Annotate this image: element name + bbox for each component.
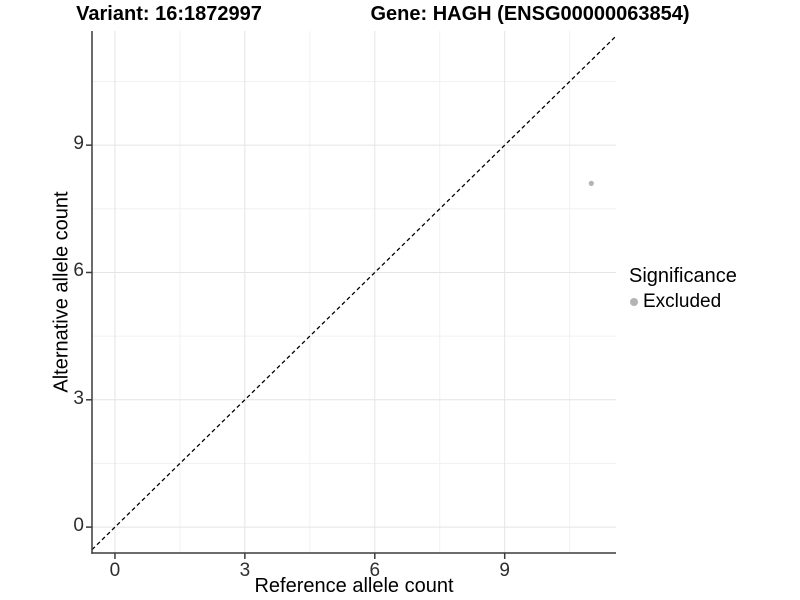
legend: Significance Excluded — [629, 265, 737, 313]
variant-title: Variant: 16:1872997 — [76, 3, 262, 25]
x-tick-label-0: 0 — [109, 560, 121, 581]
y-tick-label-6: 6 — [73, 260, 84, 282]
y-tick-label-3: 3 — [73, 387, 84, 409]
legend-item-label: Excluded — [643, 291, 722, 312]
x-tick-label-6: 6 — [369, 560, 381, 581]
data-point-excluded — [588, 180, 594, 186]
y-tick-label-9: 9 — [73, 133, 84, 155]
x-axis-title: Reference allele count — [254, 575, 454, 597]
legend-title: Significance — [629, 265, 737, 287]
legend-item-excluded: Excluded — [629, 291, 737, 313]
excluded-point-icon — [630, 298, 638, 306]
gene-title: Gene: HAGH (ENSG00000063854) — [370, 3, 690, 25]
y-tick-label-0: 0 — [73, 515, 84, 537]
identity-line — [91, 35, 617, 551]
x-tick-label-9: 9 — [499, 560, 510, 581]
y-axis-title: Alternative allele count — [50, 191, 73, 393]
x-tick-label-3: 3 — [239, 560, 251, 581]
